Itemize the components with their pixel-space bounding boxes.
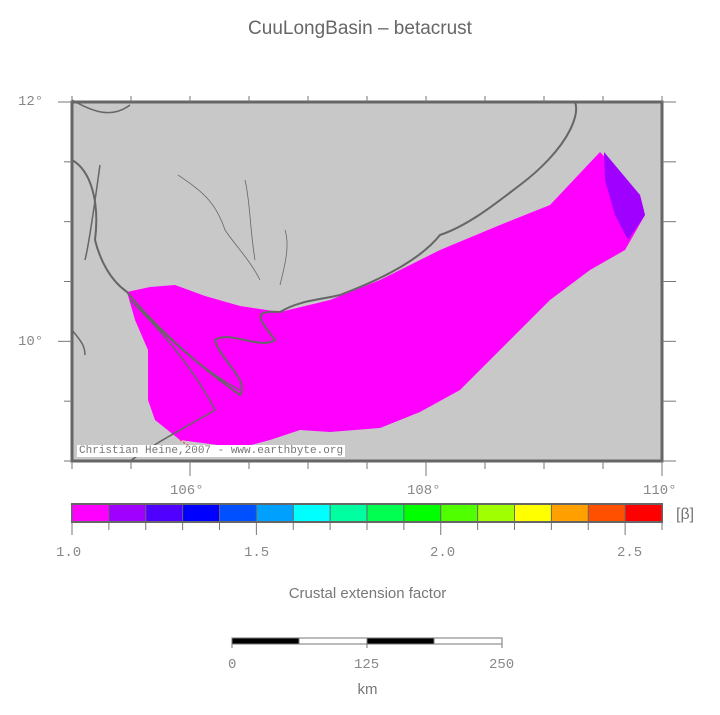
colorbar-swatch xyxy=(588,505,625,521)
scalebar xyxy=(231,637,503,648)
colorbar-swatch xyxy=(625,505,662,521)
colorbar-swatch xyxy=(404,505,441,521)
colorbar-tick-label: 2.0 xyxy=(430,545,456,561)
lat-label-10: 10° xyxy=(18,334,44,350)
colorbar-label: Crustal extension factor xyxy=(288,585,447,602)
scalebar-unit: km xyxy=(357,681,378,698)
lon-label-106: 106° xyxy=(170,483,204,499)
extension-region-high xyxy=(604,152,645,240)
lon-label-110: 110° xyxy=(643,483,677,499)
scalebar-tick-label: 0 xyxy=(228,657,237,673)
scalebar-segment xyxy=(433,637,503,645)
page-title: CuuLongBasin – betacrust xyxy=(248,18,472,39)
extension-region xyxy=(127,152,645,448)
colorbar-swatch xyxy=(293,505,330,521)
colorbar-swatch xyxy=(441,505,478,521)
colorbar-swatch xyxy=(183,505,219,521)
scalebar-segment xyxy=(231,637,300,645)
colorbar-swatch xyxy=(256,505,293,521)
colorbar-swatch xyxy=(146,505,183,521)
colorbar-tick-label: 1.0 xyxy=(56,545,82,561)
map-ticks xyxy=(58,96,676,476)
rivers xyxy=(177,174,288,286)
colorbar-unit: [β] xyxy=(676,506,695,523)
scalebar-tick-label: 250 xyxy=(489,657,515,673)
colorbar-swatch xyxy=(551,505,588,521)
colorbar-swatch xyxy=(72,505,109,521)
scalebar-tick-label: 125 xyxy=(354,657,380,673)
lon-label-108: 108° xyxy=(407,483,441,499)
colorbar-tick-label: 1.5 xyxy=(244,545,270,561)
colorbar-swatch xyxy=(330,505,367,521)
scalebar-segment xyxy=(366,637,435,645)
colorbar-swatch xyxy=(515,505,551,521)
scalebar-segment xyxy=(298,637,368,645)
colorbar-swatch xyxy=(478,505,514,521)
coastline xyxy=(71,101,578,397)
colorbar xyxy=(71,503,663,535)
colorbar-swatch xyxy=(220,505,256,521)
credit-text: Christian Heine,2007 - www.earthbyte.org xyxy=(77,445,346,457)
colorbar-tick-label: 2.5 xyxy=(617,545,643,561)
lat-label-12: 12° xyxy=(18,94,44,110)
colorbar-swatch xyxy=(109,505,146,521)
river-delta xyxy=(71,99,241,462)
colorbar-swatch xyxy=(367,505,404,521)
